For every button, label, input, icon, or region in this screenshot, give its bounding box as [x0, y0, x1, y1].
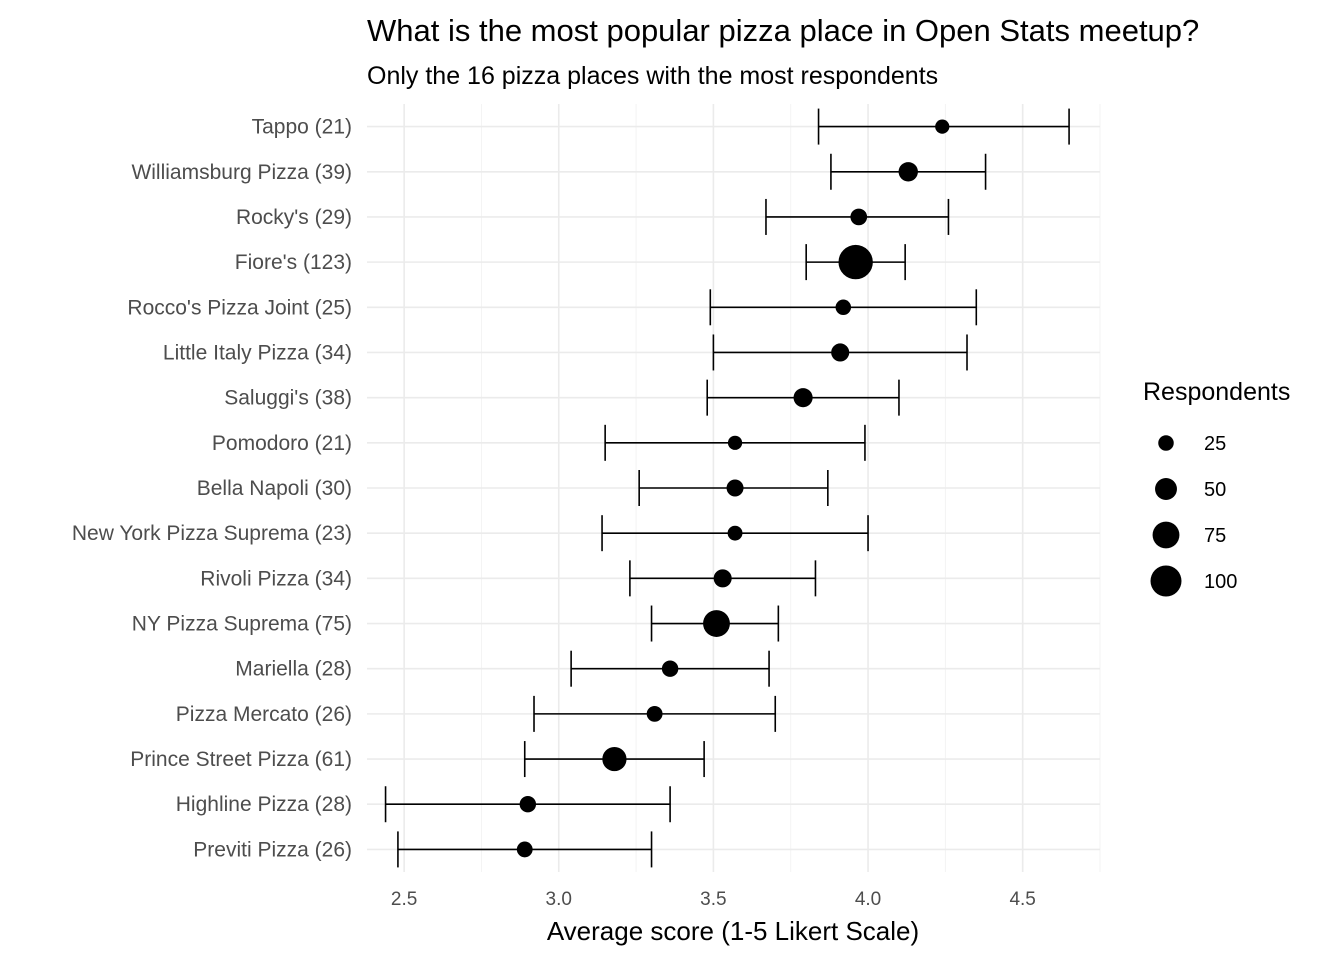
mean-point — [661, 660, 679, 677]
legend: Respondents 25 50 75 100 — [1143, 378, 1290, 597]
mean-point — [831, 343, 850, 362]
y-tick-label: Bella Napoli (30) — [197, 477, 352, 500]
y-tick-label: Rocco's Pizza Joint (25) — [127, 296, 352, 319]
y-tick-label: Pomodoro (21) — [212, 432, 352, 455]
y-tick-label: Prince Street Pizza (61) — [130, 748, 352, 771]
chart-subtitle: Only the 16 pizza places with the most r… — [367, 62, 938, 90]
mean-point — [516, 841, 533, 858]
x-tick-label: 4.5 — [1009, 889, 1035, 910]
y-tick-label: Rivoli Pizza (34) — [200, 567, 352, 590]
y-tick-label: Tappo (21) — [252, 116, 352, 139]
legend-label: 100 — [1204, 571, 1237, 593]
plot-marks — [384, 108, 1070, 868]
y-tick-label: NY Pizza Suprema (75) — [132, 613, 352, 636]
y-tick-label: Fiore's (123) — [235, 251, 352, 274]
x-axis-labels: 2.5 3.0 3.5 4.0 4.5 — [391, 889, 1036, 910]
x-tick-label: 3.5 — [700, 889, 726, 910]
y-axis-labels: Tappo (21) Williamsburg Pizza (39) Rocky's… — [72, 116, 352, 862]
y-tick-label: Highline Pizza (28) — [176, 793, 352, 816]
x-tick-label: 3.0 — [546, 889, 572, 910]
mean-point — [727, 525, 743, 541]
mean-point — [703, 610, 730, 637]
y-tick-label: Previti Pizza (26) — [193, 838, 352, 861]
mean-point — [898, 162, 918, 182]
mean-point — [935, 119, 950, 134]
mean-point — [793, 388, 813, 408]
y-tick-label: Little Italy Pizza (34) — [163, 341, 352, 364]
y-tick-label: New York Pizza Suprema (23) — [72, 522, 352, 545]
mean-point — [519, 796, 537, 813]
x-axis-title: Average score (1-5 Likert Scale) — [547, 916, 919, 946]
y-tick-label: Pizza Mercato (26) — [176, 703, 352, 726]
mean-point — [850, 208, 868, 226]
legend-label: 50 — [1204, 479, 1226, 501]
mean-point — [713, 569, 732, 588]
mean-point — [727, 435, 743, 450]
y-tick-label: Saluggi's (38) — [224, 387, 352, 410]
legend-key — [1152, 521, 1180, 549]
mean-point — [726, 479, 744, 497]
legend-key — [1150, 565, 1182, 597]
legend-key — [1158, 435, 1174, 451]
chart-title: What is the most popular pizza place in … — [367, 13, 1199, 48]
legend-key — [1155, 478, 1177, 500]
y-tick-label: Rocky's (29) — [236, 206, 352, 229]
legend-title: Respondents — [1143, 378, 1290, 406]
mean-point — [646, 705, 663, 722]
legend-label: 25 — [1204, 433, 1226, 455]
legend-label: 75 — [1204, 525, 1226, 547]
y-tick-label: Mariella (28) — [235, 658, 352, 681]
mean-point — [835, 299, 852, 316]
y-tick-label: Williamsburg Pizza (39) — [131, 161, 352, 184]
x-tick-label: 4.0 — [855, 889, 881, 910]
x-tick-label: 2.5 — [391, 889, 417, 910]
mean-point — [838, 244, 873, 280]
mean-point — [602, 746, 627, 772]
